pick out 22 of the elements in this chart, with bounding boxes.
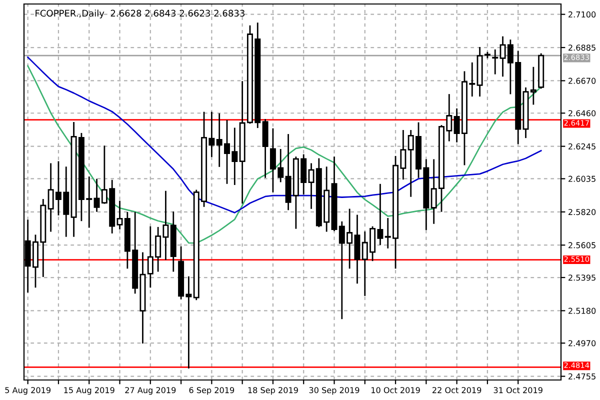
y-tick-label: 2.5180 bbox=[568, 308, 596, 314]
x-tick-label: 22 Oct 2019 bbox=[432, 387, 482, 394]
x-tick-label: 27 Aug 2019 bbox=[125, 387, 176, 395]
y-tick-label: 2.5395 bbox=[568, 274, 596, 281]
x-tick-label: 15 Aug 2019 bbox=[64, 387, 114, 395]
x-tick-label: 30 Sep 2019 bbox=[309, 387, 360, 395]
y-tick-label: 2.6035 bbox=[568, 176, 596, 182]
x-tick-label: 6 Sep 2019 bbox=[189, 387, 234, 395]
y-tick-label: 2.5605 bbox=[568, 242, 596, 248]
y-tick-label: 2.6885 bbox=[568, 44, 596, 51]
x-tick-label: 10 Oct 2019 bbox=[372, 387, 420, 394]
y-tick-label: 2.4755 bbox=[568, 373, 596, 380]
x-tick-label: 31 Oct 2019 bbox=[494, 387, 542, 394]
x-tick-label: 18 Sep 2019 bbox=[248, 387, 298, 395]
y-tick-label: 2.6670 bbox=[568, 78, 596, 84]
y-tick-label: 2.7100 bbox=[568, 11, 596, 18]
y-tick-label: 2.5820 bbox=[568, 208, 596, 216]
x-tick-label: 5 Aug 2019 bbox=[5, 387, 50, 395]
y-tick-label: 2.6460 bbox=[568, 110, 596, 116]
y-tick-label: 2.6245 bbox=[568, 143, 596, 150]
y-tick-label: 2.4970 bbox=[568, 340, 596, 346]
text: FCOPPER.,Daily 2.6628 2.6843 2.6623 2.6833 bbox=[36, 10, 244, 18]
